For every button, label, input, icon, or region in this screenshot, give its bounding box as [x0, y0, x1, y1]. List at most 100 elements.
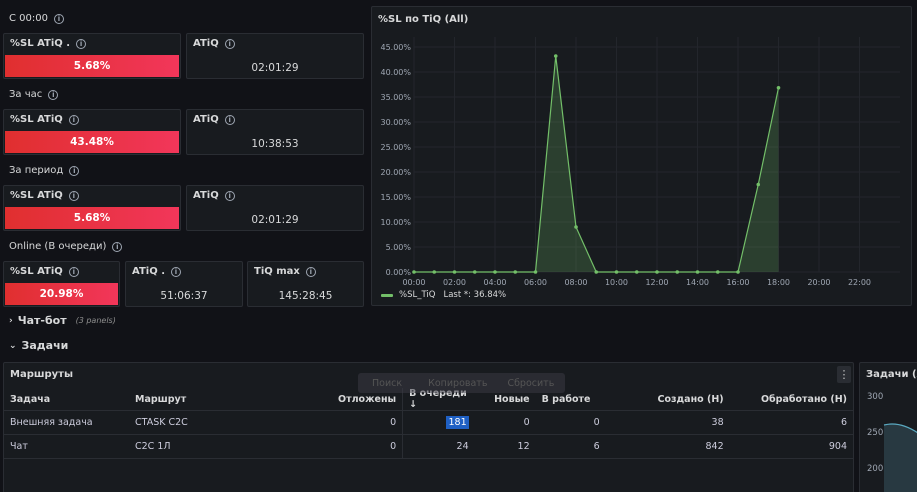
- tasks-chart-line: [883, 423, 917, 492]
- ghost-copy-button[interactable]: Копировать: [428, 377, 488, 389]
- sl-by-tiq-chart[interactable]: 0.00% 5.00% 10.00% 15.00% 20.00% 25.00% 30.00%…: [372, 7, 911, 305]
- tasks-y-tick: 300: [867, 392, 884, 402]
- y-tick-label: 5.00%: [386, 243, 412, 252]
- section-per-hour-label: За час: [9, 89, 43, 100]
- y-tick-label: 40.00%: [380, 68, 411, 77]
- info-icon[interactable]: i: [68, 190, 79, 201]
- x-tick-label: 08:00: [564, 278, 587, 287]
- stat-title: %SL ATiQ: [10, 190, 63, 201]
- cell-created: 842: [605, 434, 730, 459]
- stat-sl-atiq-per-period: %SL ATiQ i 5.68%: [3, 185, 181, 231]
- stat-atiq-online: ATiQ . i 51:06:37: [125, 261, 243, 307]
- col-processed[interactable]: Обработано (Н): [729, 388, 853, 411]
- section-per-period: За период i: [9, 165, 80, 176]
- tasks-y-tick: 200: [867, 464, 884, 474]
- section-since-midnight: С 00:00 i: [9, 13, 64, 24]
- row-chatbot-panel-count: (3 panels): [75, 316, 116, 325]
- row-chatbot-label: Чат-бот: [17, 314, 67, 327]
- stat-tiq-max-online: TiQ max i 145:28:45: [247, 261, 364, 307]
- info-icon[interactable]: i: [69, 165, 80, 176]
- stat-title: ATiQ: [193, 190, 219, 201]
- y-tick-label: 45.00%: [380, 43, 411, 52]
- stat-title: ATiQ: [193, 38, 219, 49]
- ghost-reset-button[interactable]: Сбросить: [507, 377, 555, 389]
- chart-title: %SL по TiQ (All): [378, 14, 469, 25]
- col-new[interactable]: Новые: [474, 388, 536, 411]
- row-tasks[interactable]: ⌄ Задачи: [9, 339, 68, 352]
- data-point: [675, 270, 680, 274]
- stat-value: 145:28:45: [278, 290, 333, 302]
- data-point: [574, 225, 578, 229]
- col-in-queue[interactable]: В очереди ↓: [402, 388, 475, 411]
- legend-swatch: [381, 293, 393, 297]
- info-icon[interactable]: i: [224, 114, 235, 125]
- table-row[interactable]: Чат C2C 1Л 0 24 12 6 842 904: [4, 434, 853, 459]
- cell-processed: 6: [729, 410, 853, 435]
- y-tick-label: 0.00%: [386, 268, 412, 277]
- col-deferred[interactable]: Отложены: [332, 388, 403, 411]
- info-icon[interactable]: i: [76, 38, 87, 49]
- cell-in-queue: 24: [402, 434, 475, 459]
- tasks-chart-panel: Задачи (All 300 250 200: [859, 362, 917, 492]
- data-point: [634, 270, 639, 274]
- col-route[interactable]: Маршрут: [129, 388, 332, 411]
- data-point: [695, 270, 700, 274]
- cell-new: 12: [474, 434, 536, 459]
- stat-value: 43.48%: [5, 131, 179, 153]
- info-icon[interactable]: i: [112, 241, 123, 252]
- table-header-row: Задача Маршрут Отложены В очереди ↓ Новы…: [4, 388, 853, 411]
- routes-table: Задача Маршрут Отложены В очереди ↓ Новы…: [4, 388, 853, 459]
- stat-title: ATiQ .: [132, 266, 165, 277]
- col-in-queue-label: В очереди: [409, 388, 467, 399]
- sl-by-tiq-chart-panel: %SL по TiQ (All) 0.00% 5.00% 10.00% 15.00% 2…: [371, 6, 912, 306]
- info-icon[interactable]: i: [224, 38, 235, 49]
- ghost-search-button[interactable]: Поиск: [372, 377, 403, 389]
- info-icon[interactable]: i: [68, 114, 79, 125]
- x-tick-label: 04:00: [483, 278, 506, 287]
- info-icon[interactable]: i: [171, 266, 181, 277]
- info-icon[interactable]: i: [305, 266, 316, 277]
- y-tick-label: 30.00%: [380, 118, 411, 127]
- data-point: [513, 270, 518, 274]
- info-icon[interactable]: i: [53, 13, 64, 24]
- series-line: [414, 55, 780, 273]
- x-tick-label: 02:00: [443, 278, 466, 287]
- data-point: [655, 270, 659, 274]
- routes-panel-title: Маршруты: [10, 369, 73, 380]
- tasks-y-tick: 250: [867, 428, 884, 438]
- cell-route: CTASK C2C: [129, 410, 332, 435]
- data-point: [553, 54, 558, 58]
- cell-in-queue[interactable]: 181: [402, 410, 475, 435]
- x-tick-label: 16:00: [726, 278, 749, 287]
- stat-title: %SL ATiQ .: [10, 38, 71, 49]
- chevron-down-icon: ⌄: [9, 340, 17, 351]
- stat-value: 02:01:29: [251, 214, 299, 226]
- x-tick-label: 00:00: [402, 278, 425, 287]
- ghost-toolbar: Поиск Копировать Сбросить: [358, 373, 565, 393]
- cell-processed: 904: [729, 434, 853, 459]
- chart-legend[interactable]: %SL_TiQ Last *: 36.84%: [381, 290, 506, 300]
- info-icon[interactable]: i: [68, 266, 79, 277]
- stat-value: 5.68%: [5, 55, 179, 77]
- stat-value: 10:38:53: [251, 138, 299, 150]
- series-area: [414, 56, 779, 272]
- info-icon[interactable]: i: [48, 89, 59, 100]
- data-point: [594, 270, 599, 274]
- legend-label: %SL_TiQ: [399, 290, 436, 300]
- y-tick-label: 15.00%: [380, 193, 411, 202]
- info-icon[interactable]: i: [224, 190, 235, 201]
- cell-created: 38: [605, 410, 730, 435]
- col-in-work[interactable]: В работе: [535, 388, 606, 411]
- col-created[interactable]: Создано (Н): [605, 388, 730, 411]
- row-chatbot[interactable]: › Чат-бот (3 panels): [9, 314, 116, 327]
- table-row[interactable]: Внешняя задача CTASK C2C 0 181 0 0 38 6: [4, 410, 853, 435]
- cell-deferred: 0: [332, 410, 403, 435]
- cell-new: 0: [474, 410, 536, 435]
- stat-value: 20.98%: [5, 283, 118, 305]
- stat-title: %SL ATiQ: [10, 114, 63, 125]
- panel-menu-icon[interactable]: ⋮: [837, 366, 851, 383]
- data-point: [412, 270, 416, 274]
- data-point: [472, 270, 477, 274]
- col-task[interactable]: Задача: [4, 388, 129, 411]
- data-point: [432, 270, 437, 274]
